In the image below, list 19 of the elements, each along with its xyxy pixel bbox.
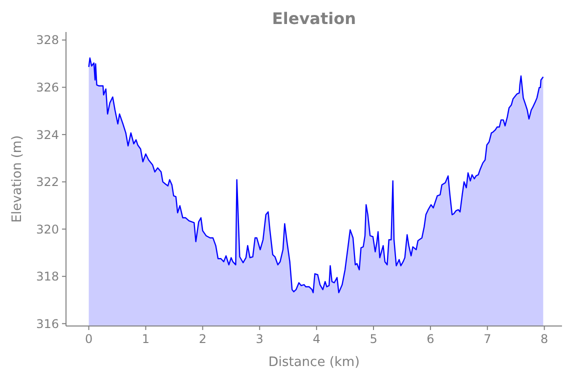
- y-tick-label: 326: [36, 80, 59, 94]
- y-tick-label: 324: [36, 128, 59, 142]
- chart-title: Elevation: [272, 9, 356, 28]
- x-tick-label: 5: [370, 332, 378, 346]
- x-axis-title: Distance (km): [268, 355, 360, 370]
- y-axis-title: Elevation (m): [10, 135, 25, 223]
- y-tick-label: 318: [36, 270, 59, 284]
- y-tick-label: 316: [36, 316, 59, 331]
- x-tick-label: 4: [312, 332, 320, 346]
- x-tick-label: 2: [198, 332, 206, 346]
- x-tick-label: 0: [84, 332, 93, 346]
- x-tick-label: 3: [256, 332, 264, 346]
- x-tick-label: 1: [142, 332, 150, 346]
- y-tick-label: 328: [36, 33, 59, 48]
- x-tick-label: 7: [484, 332, 492, 346]
- x-tick-label: 6: [426, 332, 434, 346]
- y-tick-label: 320: [36, 222, 59, 236]
- y-tick-label: 322: [36, 175, 59, 190]
- x-tick-label: 8: [540, 332, 548, 346]
